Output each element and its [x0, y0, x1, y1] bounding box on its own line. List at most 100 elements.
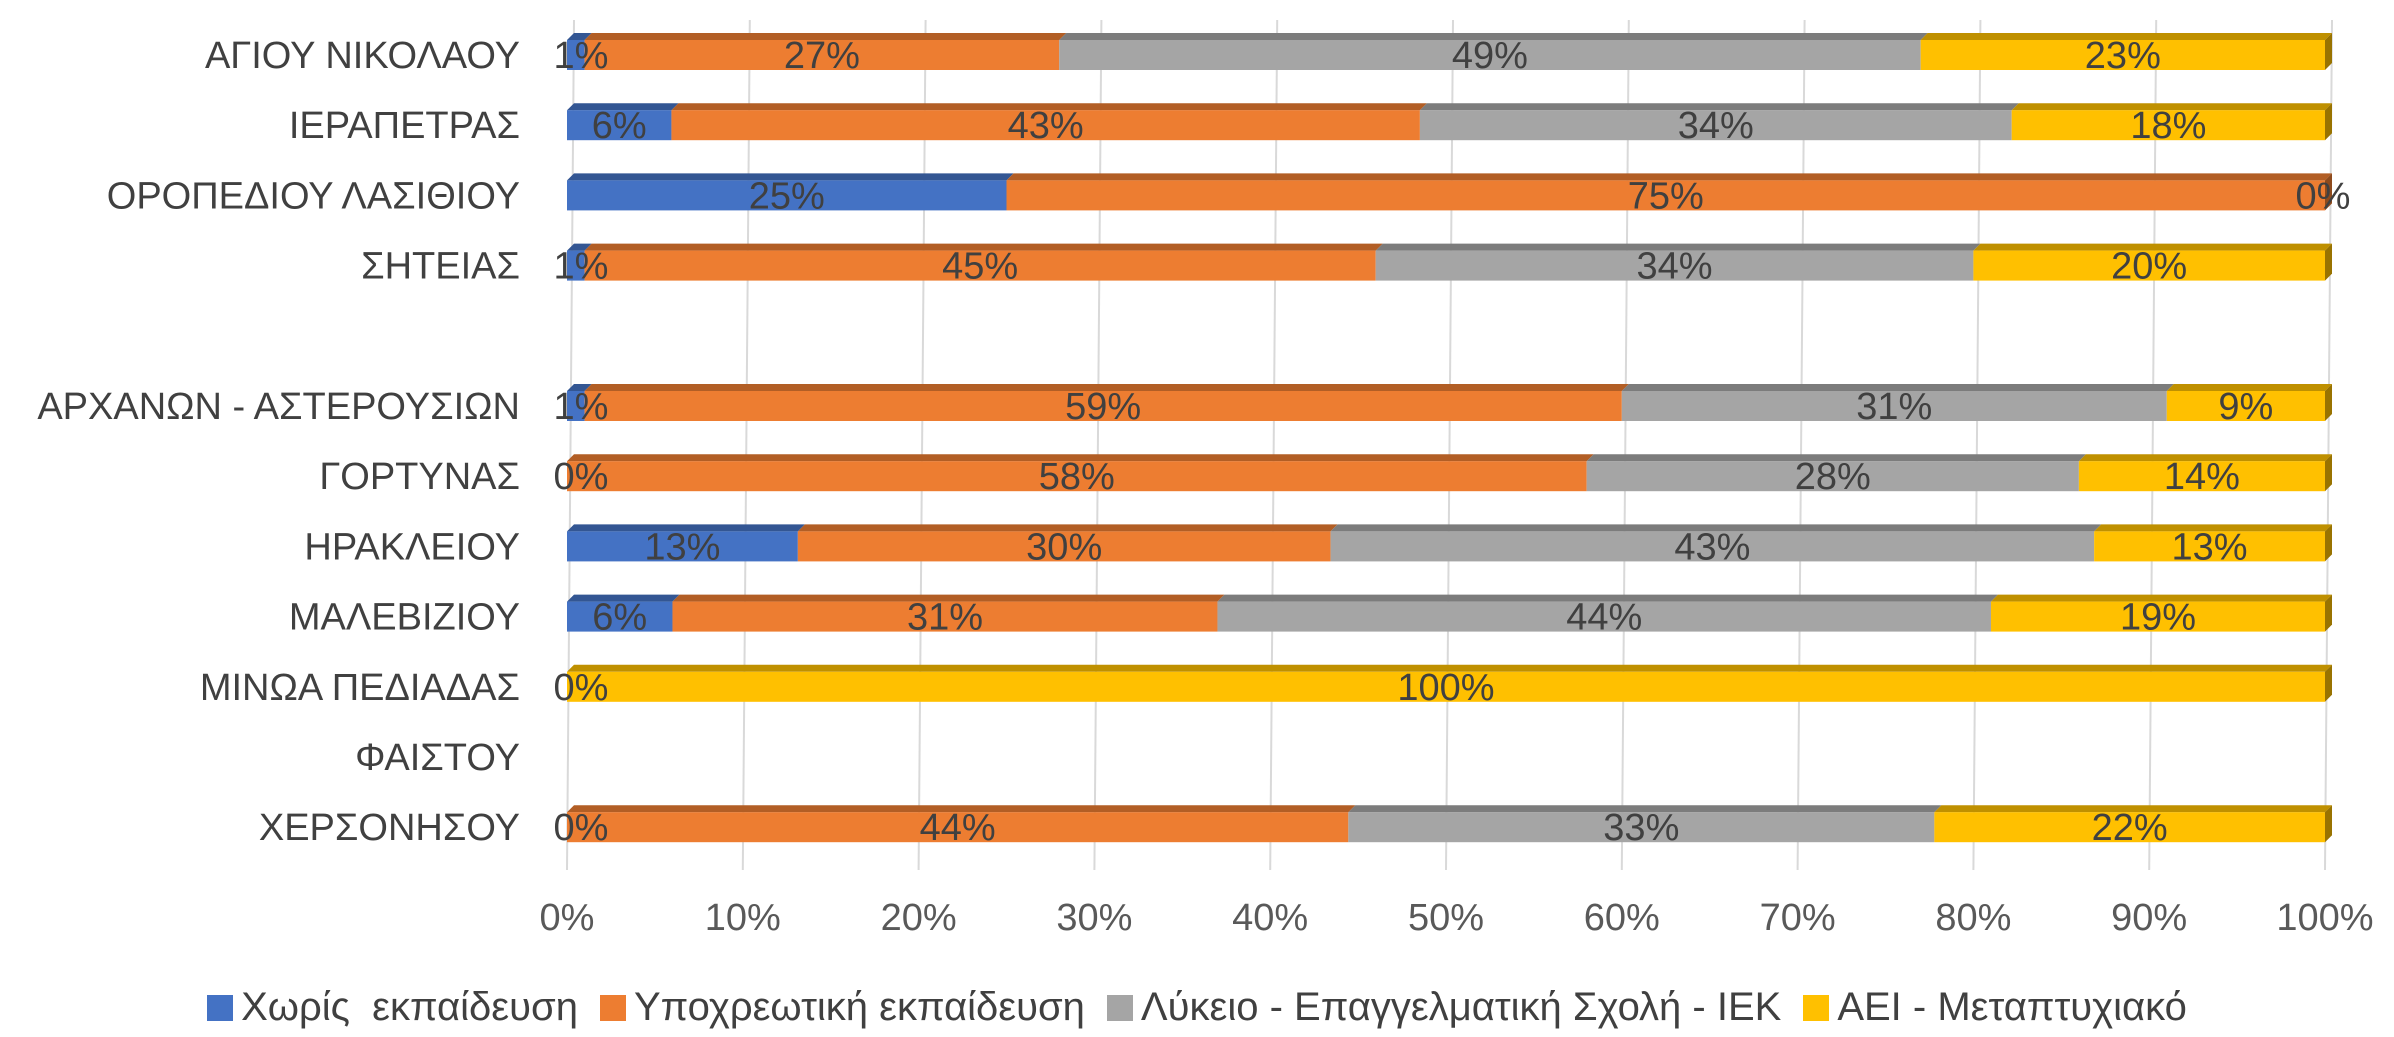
bar-segment: [567, 103, 679, 141]
bar-segment-top: [567, 33, 592, 40]
bar-segment-front: [1586, 461, 2079, 492]
data-label: 0%: [554, 456, 609, 498]
data-label: 0%: [554, 667, 609, 709]
data-label: 43%: [1008, 105, 1084, 147]
category-label: ΦΑΙΣΤΟΥ: [355, 737, 520, 779]
data-label: 23%: [2085, 35, 2161, 77]
bar-segment-front: [2094, 531, 2325, 562]
bar-segment-front: [1990, 601, 2325, 632]
data-label: 18%: [2130, 105, 2206, 147]
category-label: ΟΡΟΠΕΔΙΟΥ ΛΑΣΙΘΙΟΥ: [107, 175, 520, 217]
bar-segment-top: [1920, 33, 2332, 40]
bar-segment: [1586, 454, 2086, 492]
bar-segment-top: [567, 664, 2332, 672]
bar-segment-top: [1006, 173, 2332, 181]
data-label: 44%: [1566, 597, 1642, 639]
x-tick-label: 10%: [705, 897, 781, 939]
bar-segment-top: [1990, 594, 2332, 602]
bar-segment: [567, 805, 1356, 843]
bar-segment: [584, 384, 1629, 421]
bar-segment-front: [2011, 110, 2325, 141]
data-label: 0%: [554, 807, 609, 849]
bar-segment: [1059, 33, 1928, 70]
bar-side-face: [2325, 384, 2332, 421]
x-tick-label: 70%: [1760, 897, 1836, 939]
x-tick-label: 80%: [1935, 897, 2011, 939]
bar-side-face: [2325, 524, 2332, 562]
bar-segment-front: [797, 531, 1331, 562]
gridline: [917, 19, 927, 871]
bar-segment-top: [797, 524, 1338, 532]
bar-segment-front: [584, 40, 1060, 70]
bar-segment: [567, 384, 592, 421]
bar-segment-top: [584, 33, 1067, 40]
x-tick-label: 90%: [2111, 897, 2187, 939]
data-label: 13%: [2172, 526, 2248, 568]
data-label: 33%: [1603, 807, 1679, 849]
bar-segment-top: [584, 243, 1383, 251]
bar-segment-front: [584, 391, 1622, 421]
data-label: 58%: [1039, 456, 1115, 498]
bar-segment-front: [567, 531, 798, 562]
bar-segment-front: [567, 180, 1007, 211]
gridline: [1972, 19, 1982, 871]
bar-segment-top: [567, 384, 592, 391]
bar-segment-top: [672, 594, 1225, 602]
category-label: ΧΕΡΣΟΝΗΣΟΥ: [259, 807, 520, 849]
bar-segment-top: [2094, 524, 2332, 532]
bar-segment: [1934, 805, 2332, 843]
legend-swatch: [1803, 994, 1830, 1021]
bar-side-face: [2325, 805, 2332, 843]
x-tick-label: 60%: [1584, 897, 1660, 939]
category-label: ΗΡΑΚΛΕΙΟΥ: [304, 526, 520, 568]
bar-segment-top: [1330, 524, 2102, 532]
bar-segment-front: [567, 391, 585, 421]
bar-segment-front: [672, 601, 1218, 632]
legend-item: Λύκειο - Επαγγελματική Σχολή - ΙΕΚ: [1106, 985, 1781, 1030]
bar-segment: [1419, 103, 2019, 141]
legend-swatch: [1106, 994, 1133, 1021]
bar-segment-front: [1419, 110, 2012, 141]
data-label: 27%: [784, 35, 860, 77]
bar-segment-front: [1330, 531, 2095, 562]
bar-segment-front: [567, 110, 672, 141]
gridline: [1269, 19, 1279, 871]
data-label: 59%: [1065, 386, 1141, 428]
legend-label: Χωρίς εκπαίδευση: [241, 985, 578, 1029]
bar-segment: [567, 454, 1594, 492]
bar-segment: [797, 524, 1338, 562]
bar-segment-front: [671, 110, 1420, 141]
bar-side-face: [2325, 664, 2332, 702]
data-label: 14%: [2164, 456, 2240, 498]
bar-segment-front: [567, 250, 585, 281]
bar-segment-front: [1348, 812, 1935, 843]
bar-segment-top: [2078, 454, 2332, 462]
x-tick-label: 50%: [1408, 897, 1484, 939]
bar-segment-top: [1348, 805, 1942, 813]
data-label: 1%: [554, 386, 609, 428]
legend-item: Υποχρεωτική εκπαίδευση: [599, 985, 1085, 1030]
bar-segment: [1973, 243, 2332, 281]
bar-segment-front: [567, 461, 1587, 492]
bar-side-face: [2325, 103, 2332, 141]
bar-segment-top: [1621, 384, 2174, 391]
bar-segment-front: [584, 250, 1376, 281]
data-label: 49%: [1452, 35, 1528, 77]
bar-segment: [672, 594, 1225, 632]
bar-segment-top: [1586, 454, 2086, 462]
gridline: [2324, 19, 2333, 871]
bar-segment: [1330, 524, 2102, 562]
bar-segment-top: [567, 594, 680, 602]
legend-item: Χωρίς εκπαίδευση: [207, 985, 578, 1030]
data-label: 6%: [592, 105, 647, 147]
bar-segment-top: [1934, 805, 2332, 813]
bar-segment: [567, 524, 805, 562]
bar-segment: [567, 664, 2332, 702]
gridline: [566, 19, 575, 871]
data-label: 1%: [554, 246, 609, 288]
category-label: ΑΡΧΑΝΩΝ - ΑΣΤΕΡΟΥΣΙΩΝ: [37, 386, 520, 428]
bar-segment-front: [1934, 812, 2325, 843]
bar-segment-front: [567, 601, 673, 632]
